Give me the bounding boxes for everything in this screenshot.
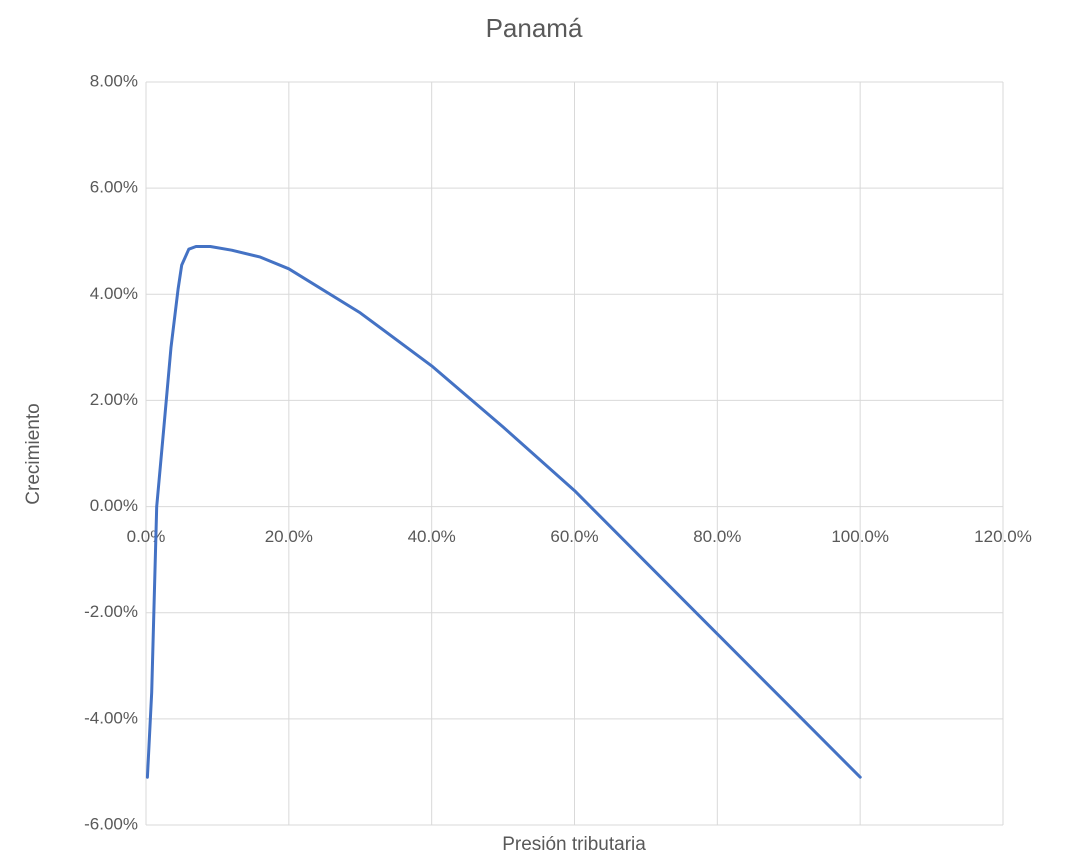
- y-tick-label: -2.00%: [84, 602, 138, 621]
- data-line: [145, 245, 862, 779]
- x-tick-label: 0.0%: [127, 527, 166, 546]
- x-tick-label: 120.0%: [974, 527, 1032, 546]
- x-tick-label: 80.0%: [693, 527, 741, 546]
- x-tick-label: 60.0%: [550, 527, 598, 546]
- y-tick-label: 4.00%: [90, 284, 138, 303]
- y-tick-label: 0.00%: [90, 496, 138, 515]
- y-tick-label: 8.00%: [90, 71, 138, 90]
- x-axis-label: Presión tributaria: [502, 834, 646, 855]
- y-tick-label: 6.00%: [90, 178, 138, 197]
- x-tick-label: 100.0%: [831, 527, 889, 546]
- chart-title: Panamá: [486, 13, 583, 43]
- x-tick-label: 20.0%: [265, 527, 313, 546]
- y-tick-label: -6.00%: [84, 814, 138, 833]
- y-tick-label: -4.00%: [84, 708, 138, 727]
- y-tick-label: 2.00%: [90, 390, 138, 409]
- x-tick-label: 40.0%: [408, 527, 456, 546]
- y-axis-label: Crecimiento: [23, 403, 44, 504]
